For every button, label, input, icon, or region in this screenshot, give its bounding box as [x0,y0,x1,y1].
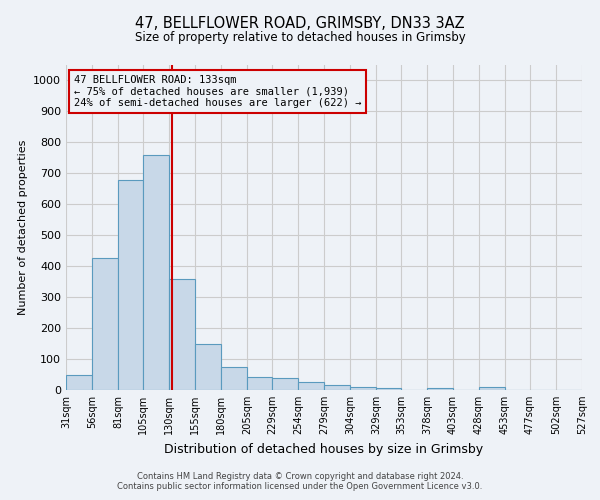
Bar [376,388,401,390]
Bar [221,367,247,390]
X-axis label: Distribution of detached houses by size in Grimsby: Distribution of detached houses by size … [164,442,484,456]
Bar [66,374,92,390]
Bar [195,344,221,390]
Y-axis label: Number of detached properties: Number of detached properties [17,140,28,315]
Bar [169,278,195,390]
Bar [427,388,453,390]
Bar [324,386,350,390]
Bar [350,387,376,390]
Bar [298,382,324,390]
Bar [247,377,272,390]
Bar [92,258,118,390]
Bar [143,155,169,390]
Bar [118,180,143,390]
Text: 47 BELLFLOWER ROAD: 133sqm
← 75% of detached houses are smaller (1,939)
24% of s: 47 BELLFLOWER ROAD: 133sqm ← 75% of deta… [74,74,361,108]
Text: Contains HM Land Registry data © Crown copyright and database right 2024.: Contains HM Land Registry data © Crown c… [137,472,463,481]
Bar [479,387,505,390]
Text: 47, BELLFLOWER ROAD, GRIMSBY, DN33 3AZ: 47, BELLFLOWER ROAD, GRIMSBY, DN33 3AZ [135,16,465,31]
Bar [272,378,298,390]
Text: Size of property relative to detached houses in Grimsby: Size of property relative to detached ho… [134,31,466,44]
Text: Contains public sector information licensed under the Open Government Licence v3: Contains public sector information licen… [118,482,482,491]
